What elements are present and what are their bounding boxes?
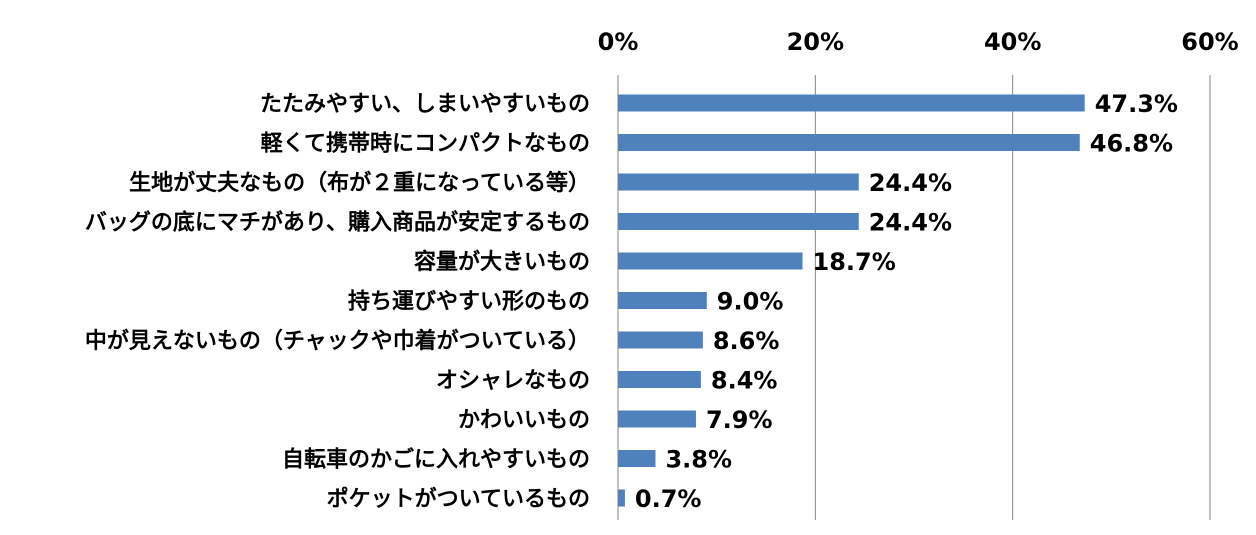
bar (618, 331, 703, 349)
data-label: 18.7% (813, 248, 896, 276)
bar (618, 134, 1080, 151)
category-label: 中が見えないもの（チャックや巾着がついている） (85, 328, 590, 354)
bar (618, 94, 1085, 112)
data-label: 8.6% (713, 327, 780, 355)
bar (618, 489, 625, 507)
category-label: 自転車のかごに入れやすいもの (282, 447, 590, 473)
data-label: 24.4% (869, 209, 952, 237)
category-label: オシャレなもの (436, 369, 590, 394)
x-tick-label: 40% (984, 28, 1041, 56)
category-label: たたみやすい、しまいやすいもの (260, 92, 590, 117)
bar (618, 371, 701, 388)
x-tick-label: 0% (598, 28, 639, 56)
category-label: 軽くて携帯時にコンパクトなもの (261, 131, 590, 157)
data-label: 47.3% (1095, 90, 1178, 118)
bars (618, 94, 1085, 507)
data-label: 8.4% (711, 367, 778, 395)
x-axis-ticks: 0% 20% 40% 60% (598, 28, 1239, 56)
bar (618, 213, 859, 230)
category-label: 容量が大きいもの (414, 249, 590, 275)
bar (618, 173, 859, 191)
bar (618, 252, 803, 270)
bar (618, 292, 707, 309)
data-label: 3.8% (665, 446, 732, 474)
data-label: 0.7% (635, 485, 702, 513)
category-labels: たたみやすい、しまいやすいもの軽くて携帯時にコンパクトなもの生地が丈夫なもの（布… (85, 92, 590, 512)
data-label: 7.9% (706, 406, 773, 434)
bar (618, 410, 696, 428)
category-label: 持ち運びやすい形のもの (348, 290, 590, 315)
category-label: 生地が丈夫なもの（布が２重になっている等） (129, 170, 590, 196)
data-labels: 47.3% 46.8% 24.4% 24.4% 18.7% 9.0% 8.6% 8.4% 7.9… (635, 90, 1178, 513)
x-tick-label: 60% (1181, 28, 1238, 56)
data-label: 46.8% (1090, 130, 1173, 158)
category-label: ポケットがついているもの (327, 486, 590, 512)
data-label: 24.4% (869, 169, 952, 197)
bar (618, 450, 656, 467)
category-label: バッグの底にマチがあり、購入商品が安定するもの (85, 210, 590, 236)
x-tick-label: 20% (787, 28, 844, 56)
category-label: かわいいもの (458, 408, 590, 433)
data-label: 9.0% (717, 288, 784, 316)
